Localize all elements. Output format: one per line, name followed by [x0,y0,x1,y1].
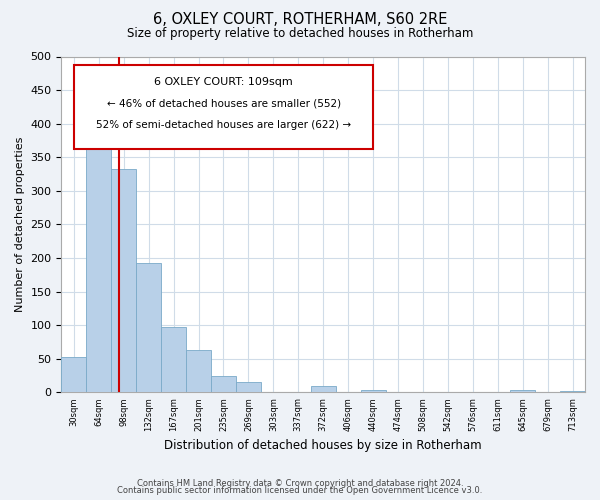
Bar [61,356,86,392]
Text: Contains HM Land Registry data © Crown copyright and database right 2024.: Contains HM Land Registry data © Crown c… [137,478,463,488]
Bar [136,262,161,392]
Text: 6 OXLEY COURT: 109sqm: 6 OXLEY COURT: 109sqm [154,76,293,86]
FancyBboxPatch shape [74,65,373,149]
Bar [111,170,136,392]
Text: Size of property relative to detached houses in Rotherham: Size of property relative to detached ho… [127,28,473,40]
X-axis label: Distribution of detached houses by size in Rotherham: Distribution of detached houses by size … [164,440,482,452]
Text: 52% of semi-detached houses are larger (622) →: 52% of semi-detached houses are larger (… [96,120,351,130]
Bar [560,391,585,392]
Text: ← 46% of detached houses are smaller (552): ← 46% of detached houses are smaller (55… [107,98,341,108]
Text: 6, OXLEY COURT, ROTHERHAM, S60 2RE: 6, OXLEY COURT, ROTHERHAM, S60 2RE [153,12,447,28]
Bar [186,350,211,393]
Bar [161,327,186,392]
Bar [236,382,261,392]
Bar [311,386,335,392]
Bar [211,376,236,392]
Bar [510,390,535,392]
Bar [86,120,111,392]
Text: Contains public sector information licensed under the Open Government Licence v3: Contains public sector information licen… [118,486,482,495]
Y-axis label: Number of detached properties: Number of detached properties [15,136,25,312]
Bar [361,390,386,392]
